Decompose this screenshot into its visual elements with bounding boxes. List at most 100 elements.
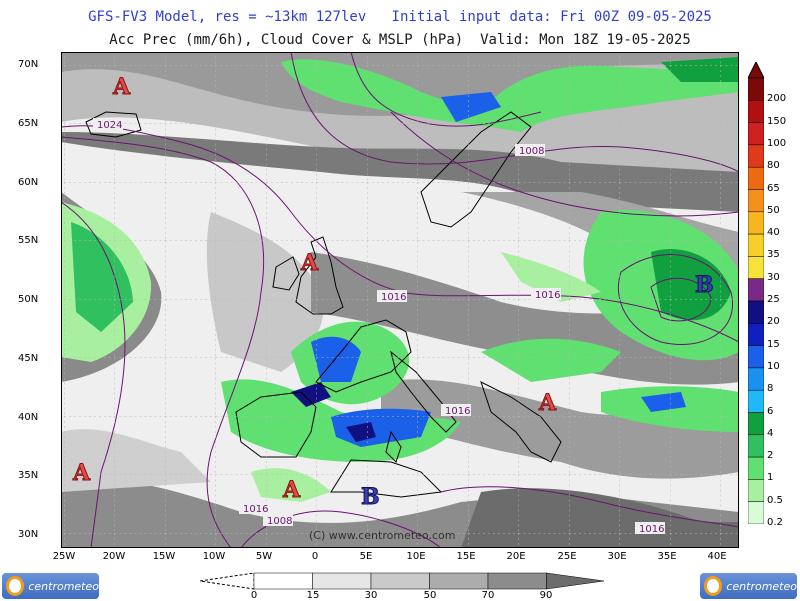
lon-label: 25E <box>557 551 577 562</box>
lon-label: 35E <box>657 551 677 562</box>
colorbar-label: 65 <box>767 182 780 194</box>
isobar-label: 1016 <box>243 504 268 515</box>
lon-label: 25W <box>52 551 76 562</box>
cloud-scale-label: 70 <box>481 590 495 601</box>
cloudbar-cap-right <box>546 572 605 590</box>
colorbar-swatch <box>748 389 764 413</box>
high-pressure-marker: A <box>300 250 319 276</box>
colorbar-swatch <box>748 211 764 235</box>
colorbar-label: 0.5 <box>767 494 783 506</box>
low-pressure-marker: B <box>695 272 714 298</box>
lon-label: 15E <box>456 551 476 562</box>
lat-label: 60N <box>18 177 39 188</box>
colorbar-label: 4 <box>767 427 774 439</box>
logo-ring-icon <box>6 576 25 596</box>
cloud-scale-label: 15 <box>306 590 320 601</box>
colorbar-label: 2 <box>767 450 774 462</box>
lon-label: 10E <box>406 551 426 562</box>
lon-label: 20E <box>506 551 526 562</box>
colorbar-label: 15 <box>767 338 780 350</box>
cloud-cover-colorbar <box>200 572 605 590</box>
colorbar-swatch <box>748 479 764 502</box>
colorbar-label: 80 <box>767 160 780 172</box>
colorbar-label: 35 <box>767 249 780 261</box>
logo-text: centrometeo <box>726 579 797 593</box>
precipitation-colorbar <box>748 62 764 524</box>
cloudbar-swatch <box>429 572 489 590</box>
cloudbar-cap-left <box>200 572 255 590</box>
colorbar-label: 20 <box>767 316 780 328</box>
lon-label: 10W <box>202 551 226 562</box>
lat-label: 30N <box>18 529 39 540</box>
lon-label: 15W <box>152 551 176 562</box>
colorbar-label: 100 <box>767 137 787 149</box>
isobar-label: 1016 <box>639 524 664 535</box>
lon-label: 5W <box>255 551 273 562</box>
colorbar-swatch <box>748 412 764 436</box>
cloud-scale-label: 0 <box>250 590 258 601</box>
isobar-label: 1016 <box>381 292 406 303</box>
cloudbar-swatch <box>487 572 547 590</box>
lon-label: 40E <box>707 551 727 562</box>
model-info-title: GFS-FV3 Model, res = ~13km 127lev Initia… <box>88 9 712 25</box>
colorbar-swatch <box>748 122 764 146</box>
logo-text: centrometeo <box>28 579 99 593</box>
colorbar-swatch <box>748 144 764 168</box>
lat-label: 70N <box>18 59 39 70</box>
colorbar-swatch <box>748 166 764 190</box>
cloudbar-swatch <box>312 572 372 590</box>
map-variables-subtitle: Acc Prec (mm/6h), Cloud Cover & MSLP (hP… <box>109 32 691 48</box>
isobar-label: 1024 <box>97 120 122 131</box>
colorbar-swatch <box>748 323 764 346</box>
colorbar-label: 40 <box>767 227 780 239</box>
colorbar-cap <box>748 62 764 79</box>
colorbar-swatch <box>748 278 764 302</box>
low-pressure-marker: B <box>361 484 380 510</box>
weather-map: 1024 1008 1016 1016 1016 1016 1008 1016 … <box>61 52 739 548</box>
isobar-label: 1008 <box>267 516 292 527</box>
lat-label: 65N <box>18 118 39 129</box>
colorbar-swatch <box>748 233 764 257</box>
cloudbar-swatch <box>370 572 430 590</box>
lat-label: 35N <box>18 470 39 481</box>
lat-label: 55N <box>18 235 39 246</box>
colorbar-swatch <box>748 189 764 213</box>
logo-ring-icon <box>704 576 723 596</box>
colorbar-label: 200 <box>767 93 787 105</box>
colorbar-swatch <box>748 345 764 369</box>
pressure-labels: 1024 1008 1016 1016 1016 1016 1008 1016 <box>93 118 665 535</box>
centrometeo-logo[interactable]: centrometeo <box>700 573 797 599</box>
high-pressure-marker: A <box>72 460 91 486</box>
lon-label: 30E <box>607 551 627 562</box>
colorbar-swatch <box>748 367 764 391</box>
high-pressure-marker: A <box>538 390 557 416</box>
colorbar-label: 8 <box>767 383 774 395</box>
colorbar-swatch <box>748 77 764 101</box>
colorbar-label: 50 <box>767 204 780 216</box>
colorbar-label: 10 <box>767 360 780 372</box>
colorbar-label: 25 <box>767 294 780 305</box>
colorbar-swatch <box>748 300 764 324</box>
colorbar-label: 150 <box>767 115 787 127</box>
colorbar-swatch <box>748 100 764 123</box>
colorbar-label: 30 <box>767 271 780 283</box>
colorbar-swatch <box>748 434 764 458</box>
colorbar-swatch <box>748 501 764 524</box>
high-pressure-marker: A <box>282 477 301 503</box>
cloud-scale-label: 30 <box>364 590 378 601</box>
colorbar-label: 1 <box>767 472 774 484</box>
high-pressure-marker: A <box>112 74 131 100</box>
cloud-scale-label: 50 <box>423 590 437 601</box>
lat-label: 40N <box>18 412 39 423</box>
colorbar-swatch <box>748 256 764 279</box>
isobar-label: 1016 <box>445 406 470 417</box>
isobar-label: 1016 <box>535 290 560 301</box>
colorbar-label: 6 <box>767 405 774 417</box>
cloudbar-swatch <box>253 572 313 590</box>
colorbar-swatch <box>748 456 764 480</box>
colorbar-label: 0.2 <box>767 517 783 528</box>
lon-label: 0 <box>311 551 319 562</box>
lon-label: 20W <box>102 551 126 562</box>
centrometeo-logo[interactable]: centrometeo <box>2 573 99 599</box>
isobar-label: 1008 <box>519 146 544 157</box>
